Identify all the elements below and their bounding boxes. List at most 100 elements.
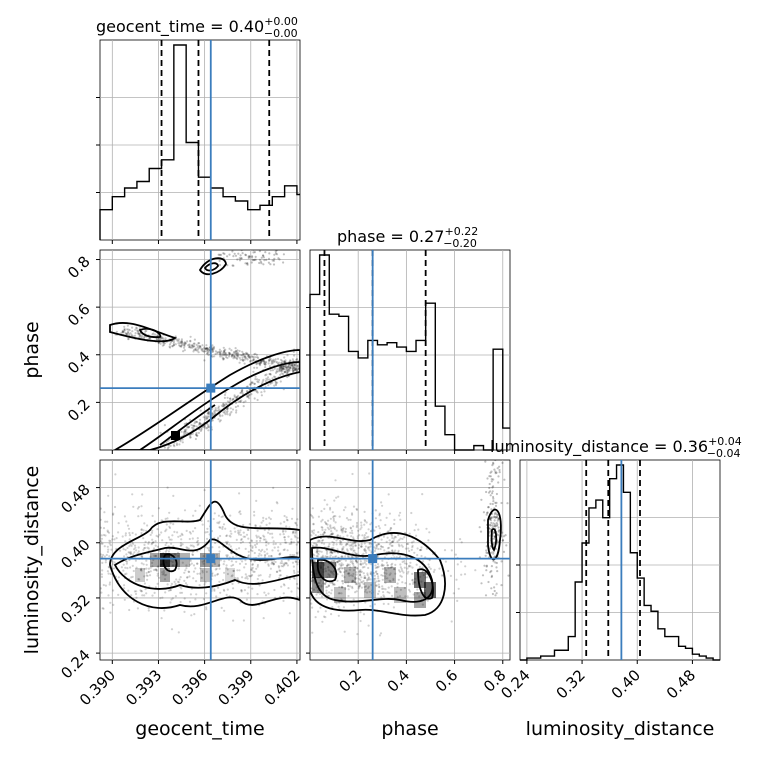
sample-point bbox=[131, 326, 134, 329]
sample-point bbox=[239, 512, 242, 516]
sample-point bbox=[324, 522, 328, 525]
sample-point bbox=[144, 588, 147, 591]
sample-point bbox=[187, 570, 190, 573]
sample-point bbox=[193, 613, 196, 616]
sample-point bbox=[112, 512, 115, 515]
sample-point bbox=[351, 560, 354, 563]
sample-point bbox=[203, 489, 206, 492]
sample-point bbox=[218, 408, 221, 411]
sample-point bbox=[170, 538, 173, 541]
sample-point bbox=[278, 361, 281, 364]
sample-point bbox=[223, 252, 226, 255]
sample-point bbox=[260, 394, 263, 397]
sample-point bbox=[330, 589, 333, 592]
sample-point bbox=[229, 399, 232, 402]
sample-point bbox=[433, 568, 436, 572]
sample-point bbox=[190, 344, 193, 347]
sample-point bbox=[180, 532, 183, 536]
sample-point bbox=[241, 358, 244, 361]
sample-point bbox=[237, 394, 240, 397]
sample-point bbox=[100, 587, 102, 590]
sample-point bbox=[152, 547, 156, 550]
sample-point bbox=[274, 376, 277, 379]
sample-point bbox=[275, 383, 278, 387]
sample-point bbox=[188, 600, 192, 603]
sample-point bbox=[408, 564, 411, 567]
sample-point bbox=[411, 578, 414, 582]
sample-point bbox=[323, 531, 326, 534]
sample-point bbox=[384, 581, 387, 584]
scatter-samples bbox=[100, 250, 510, 637]
sample-point bbox=[396, 582, 399, 585]
sample-point bbox=[107, 531, 111, 534]
sample-point bbox=[194, 567, 197, 570]
sample-point bbox=[195, 433, 198, 436]
sample-point bbox=[231, 264, 234, 267]
sample-point bbox=[158, 533, 161, 536]
contour-line bbox=[203, 262, 219, 272]
sample-point bbox=[127, 551, 130, 554]
sample-point bbox=[346, 543, 349, 546]
sample-point bbox=[237, 400, 240, 403]
sample-point bbox=[387, 530, 390, 533]
sample-point bbox=[268, 522, 271, 525]
density-cell bbox=[160, 568, 170, 582]
sample-point bbox=[243, 355, 246, 358]
sample-point bbox=[347, 585, 350, 588]
sample-point bbox=[317, 610, 320, 613]
sample-point bbox=[321, 539, 325, 542]
sample-point bbox=[340, 555, 343, 558]
sample-point bbox=[223, 411, 226, 414]
sample-point bbox=[154, 540, 157, 543]
sample-point bbox=[412, 581, 415, 584]
sample-point bbox=[206, 348, 209, 351]
sample-point bbox=[292, 569, 296, 573]
sample-point bbox=[374, 566, 377, 570]
sample-point bbox=[280, 372, 283, 375]
sample-point bbox=[147, 547, 150, 550]
sample-point bbox=[126, 324, 129, 327]
sample-point bbox=[177, 581, 180, 584]
sample-point bbox=[456, 599, 459, 603]
sample-point bbox=[293, 354, 296, 357]
sample-point bbox=[357, 585, 360, 588]
sample-point bbox=[260, 521, 263, 524]
sample-point bbox=[267, 563, 270, 566]
sample-point bbox=[281, 369, 284, 372]
sample-point bbox=[256, 565, 259, 568]
sample-point bbox=[491, 486, 494, 489]
sample-point bbox=[370, 563, 373, 566]
sample-point bbox=[276, 361, 279, 364]
sample-point bbox=[123, 587, 126, 590]
sample-point bbox=[180, 591, 184, 594]
sample-point bbox=[202, 350, 205, 353]
sample-point bbox=[203, 350, 206, 353]
sample-point bbox=[279, 522, 282, 525]
sample-point bbox=[494, 501, 497, 504]
sample-point bbox=[503, 535, 506, 538]
sample-point bbox=[248, 360, 252, 363]
sample-point bbox=[103, 545, 106, 548]
sample-point bbox=[240, 399, 243, 402]
sample-point bbox=[401, 581, 404, 584]
sample-point bbox=[160, 337, 163, 340]
x-tick-label-geocent_time: 0.393 bbox=[122, 666, 165, 709]
sample-point bbox=[254, 375, 257, 378]
sample-point bbox=[314, 534, 317, 537]
sample-point bbox=[199, 429, 202, 432]
sample-point bbox=[277, 566, 281, 569]
sample-point bbox=[489, 519, 492, 522]
sample-point bbox=[354, 576, 357, 579]
sample-point bbox=[147, 609, 150, 612]
sample-point bbox=[201, 349, 204, 353]
sample-point bbox=[250, 539, 253, 542]
sample-point bbox=[283, 361, 286, 364]
sample-point bbox=[385, 516, 388, 519]
sample-point bbox=[117, 576, 120, 579]
sample-point bbox=[192, 577, 195, 580]
sample-point bbox=[272, 486, 275, 489]
sample-point bbox=[368, 590, 371, 593]
sample-point bbox=[108, 555, 111, 558]
sample-point bbox=[495, 566, 498, 569]
sample-point bbox=[292, 364, 295, 367]
